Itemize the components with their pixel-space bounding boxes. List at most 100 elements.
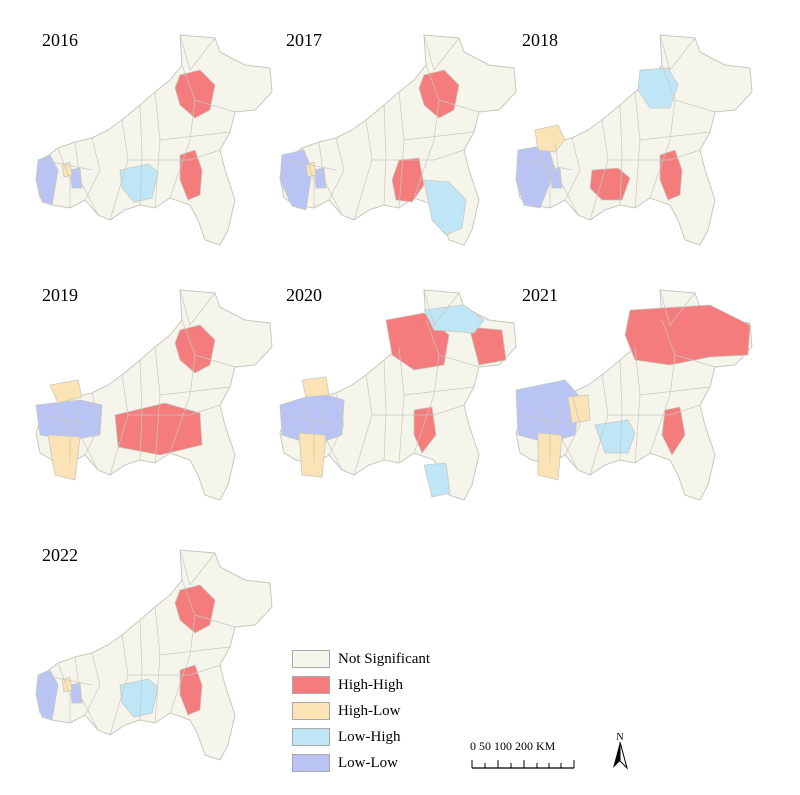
cluster-region <box>47 434 81 481</box>
cluster-region <box>594 419 636 454</box>
legend-label: Low-Low <box>338 754 398 771</box>
legend-label: Not Significant <box>338 650 431 667</box>
district-boundary <box>57 662 71 723</box>
district-boundary <box>537 147 551 208</box>
district-boundary <box>403 386 475 396</box>
district-boundary <box>372 404 465 416</box>
district-boundary <box>659 289 696 326</box>
district-boundary <box>41 159 93 171</box>
cluster-region <box>35 399 103 441</box>
cluster-region <box>174 324 216 374</box>
district-boundary <box>564 392 581 456</box>
choropleth-map <box>35 34 273 246</box>
district-boundary <box>74 396 99 471</box>
scale-bar-labels: 0 50 100 200 KM <box>470 739 556 753</box>
district-boundary <box>328 392 345 456</box>
choropleth-map <box>515 289 753 501</box>
district-boundary <box>639 131 711 141</box>
district-boundary <box>649 319 676 454</box>
scale-bar-ticks <box>471 760 575 769</box>
region-outline <box>35 34 273 246</box>
district-boundary <box>128 404 221 416</box>
cluster-region <box>418 69 460 119</box>
district-boundary <box>521 159 573 171</box>
cluster-region <box>423 179 467 236</box>
cluster-region <box>468 326 507 366</box>
cluster-region <box>279 149 313 211</box>
district-boundary <box>608 404 701 416</box>
district-boundary <box>301 402 315 463</box>
cluster-region <box>114 402 203 456</box>
north-label: N <box>616 732 623 743</box>
cluster-region <box>119 678 159 718</box>
district-boundary <box>318 141 343 216</box>
cluster-region <box>69 682 83 704</box>
district-boundary <box>619 104 623 206</box>
district-boundary <box>659 34 696 71</box>
cluster-region <box>589 167 631 201</box>
cluster-region <box>423 304 485 334</box>
district-boundary <box>194 614 236 628</box>
cluster-region <box>549 167 563 189</box>
district-boundary <box>372 149 465 161</box>
district-boundary <box>285 159 337 171</box>
district-boundary <box>619 359 623 461</box>
district-boundary <box>139 619 143 721</box>
district-boundary <box>554 396 579 471</box>
cluster-region <box>423 462 451 498</box>
district-boundary <box>423 34 460 71</box>
district-boundary <box>74 141 99 216</box>
district-boundary <box>639 386 711 396</box>
north-arrow-icon: N <box>613 732 628 770</box>
cluster-region <box>179 664 203 716</box>
legend-swatch <box>292 702 330 720</box>
district-boundary <box>564 137 581 201</box>
year-label: 2021 <box>522 285 558 305</box>
district-boundary <box>128 664 221 676</box>
legend-item-low-high: Low-High <box>292 724 430 750</box>
cluster-region <box>534 124 566 153</box>
year-label: 2017 <box>286 30 322 50</box>
district-boundary <box>521 414 573 426</box>
region-outline <box>279 34 517 246</box>
district-boundary <box>537 402 551 463</box>
cluster-region <box>35 154 59 206</box>
district-boundary <box>159 131 231 141</box>
district-boundary <box>194 99 236 113</box>
region-outline <box>35 549 273 761</box>
cluster-region <box>661 406 686 456</box>
cluster-region <box>659 149 683 201</box>
cluster-region <box>174 584 216 634</box>
year-label: 2018 <box>522 30 558 50</box>
district-boundary <box>413 319 440 454</box>
district-boundary <box>608 149 701 161</box>
district-boundary <box>169 579 196 714</box>
legend-item-high-high: High-High <box>292 672 430 698</box>
choropleth-map <box>35 549 273 761</box>
district-boundary <box>159 386 231 396</box>
choropleth-map <box>279 34 517 246</box>
choropleth-map <box>515 34 753 246</box>
district-boundary <box>84 137 101 201</box>
legend-swatch <box>292 676 330 694</box>
district-boundary <box>169 319 196 454</box>
cluster-region <box>624 304 751 366</box>
district-boundary <box>159 646 231 656</box>
cluster-region <box>301 376 330 398</box>
district-boundary <box>328 137 345 201</box>
district-boundary <box>194 354 236 368</box>
legend-swatch <box>292 650 330 668</box>
year-label: 2020 <box>286 285 322 305</box>
district-boundary <box>383 104 387 206</box>
district-boundary <box>169 64 196 199</box>
legend-item-low-low: Low-Low <box>292 750 430 776</box>
cluster-region <box>49 379 83 404</box>
cluster-region <box>35 669 59 721</box>
district-boundary <box>554 141 579 216</box>
district-boundary <box>179 34 216 71</box>
map-panel-2018: 2018 <box>510 30 760 265</box>
legend-item-high-low: High-Low <box>292 698 430 724</box>
legend-swatch <box>292 728 330 746</box>
district-boundary <box>179 289 216 326</box>
district-boundary <box>41 414 93 426</box>
